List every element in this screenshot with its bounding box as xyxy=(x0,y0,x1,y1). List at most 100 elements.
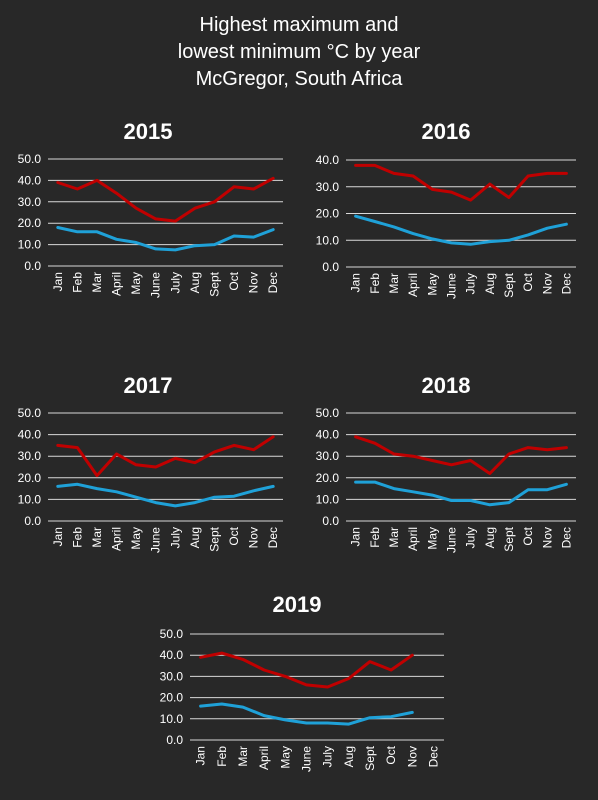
y-tick-label: 20.0 xyxy=(18,216,42,230)
x-tick-label: Jan xyxy=(194,746,208,765)
x-tick-label: Jan xyxy=(51,272,65,291)
x-tick-label: Oct xyxy=(384,745,398,764)
y-tick-label: 20.0 xyxy=(316,207,340,221)
series-line-max xyxy=(56,435,275,478)
chart-title: 2016 xyxy=(422,119,471,144)
y-tick-label: 30.0 xyxy=(160,669,184,683)
series-line-min xyxy=(56,482,275,508)
x-tick-label: April xyxy=(110,527,124,551)
x-tick-label: June xyxy=(444,273,458,299)
chart-2015: 2015 0.0 10.0 20.0 30.0 40.0 50.0 Jan Feb Mar Apri… xyxy=(18,119,283,298)
x-tick-label: July xyxy=(321,746,335,767)
y-tick-label: 10.0 xyxy=(18,492,42,506)
x-tick-label: Oct xyxy=(227,271,241,290)
y-tick-label: 30.0 xyxy=(316,449,340,463)
x-tick-label: April xyxy=(406,527,420,551)
x-tick-label: April xyxy=(110,272,124,296)
x-tick-label: Nov xyxy=(247,272,261,293)
x-tick-label: April xyxy=(257,746,271,770)
x-tick-label: May xyxy=(129,272,143,295)
y-tick-label: 40.0 xyxy=(316,153,340,167)
x-tick-label: Dec xyxy=(559,527,573,548)
y-tick-label: 10.0 xyxy=(316,492,340,506)
x-tick-label: July xyxy=(464,527,478,548)
series-line-max xyxy=(354,435,568,475)
page-title-line-3: McGregor, South Africa xyxy=(195,68,403,90)
x-tick-label: May xyxy=(278,746,292,769)
chart-title: 2018 xyxy=(422,373,471,398)
y-tick-label: 0.0 xyxy=(322,514,339,528)
y-tick-label: 50.0 xyxy=(18,406,42,420)
x-tick-label: Dec xyxy=(426,746,440,767)
x-tick-label: Mar xyxy=(90,527,104,548)
x-tick-label: Sept xyxy=(363,745,377,770)
x-tick-label: Nov xyxy=(247,527,261,548)
y-tick-label: 30.0 xyxy=(316,180,340,194)
page-title-line-1: Highest maximum and xyxy=(199,14,399,36)
x-tick-label: Nov xyxy=(405,746,419,767)
chart-2016: 2016 0.0 10.0 20.0 30.0 40.0 Jan Feb Mar April May… xyxy=(316,119,576,299)
y-tick-label: 50.0 xyxy=(18,152,42,166)
x-tick-label: July xyxy=(464,273,478,294)
x-tick-label: June xyxy=(149,527,163,553)
x-tick-label: Aug xyxy=(483,527,497,548)
y-tick-label: 40.0 xyxy=(18,173,42,187)
chart-2019: 2019 0.0 10.0 20.0 30.0 40.0 50.0 Jan Feb Mar Apri… xyxy=(160,592,444,772)
series-line-max xyxy=(56,176,275,223)
x-tick-label: May xyxy=(129,527,143,550)
x-tick-label: Dec xyxy=(266,527,280,548)
y-tick-label: 40.0 xyxy=(18,428,42,442)
x-tick-label: Mar xyxy=(90,272,104,293)
x-tick-label: Aug xyxy=(342,746,356,767)
series-line-max xyxy=(199,651,414,689)
series-line-min xyxy=(354,214,568,246)
x-tick-label: Jan xyxy=(349,273,363,292)
chart-title: 2015 xyxy=(124,119,173,144)
x-tick-label: July xyxy=(168,272,182,293)
y-tick-label: 10.0 xyxy=(160,712,184,726)
x-tick-label: Oct xyxy=(521,526,535,545)
x-tick-label: Mar xyxy=(387,527,401,548)
series-line-min xyxy=(199,702,414,726)
y-tick-label: 0.0 xyxy=(24,514,41,528)
x-tick-label: Dec xyxy=(266,272,280,293)
page-title-line-2: lowest minimum °C by year xyxy=(177,41,421,63)
y-tick-label: 50.0 xyxy=(316,406,340,420)
x-tick-label: July xyxy=(168,527,182,548)
x-tick-label: Aug xyxy=(483,273,497,294)
x-tick-label: June xyxy=(149,272,163,298)
series-line-min xyxy=(354,480,568,507)
chart-title: 2017 xyxy=(124,373,173,398)
x-tick-label: April xyxy=(406,273,420,297)
x-tick-label: Feb xyxy=(70,527,84,548)
y-tick-label: 50.0 xyxy=(160,627,184,641)
y-tick-label: 0.0 xyxy=(24,259,41,273)
x-tick-label: Feb xyxy=(368,527,382,548)
y-tick-label: 10.0 xyxy=(18,238,42,252)
chart-title: 2019 xyxy=(273,592,322,617)
x-tick-label: June xyxy=(299,746,313,772)
y-tick-label: 20.0 xyxy=(316,471,340,485)
x-tick-label: Feb xyxy=(215,746,229,767)
x-tick-label: Mar xyxy=(387,273,401,294)
x-tick-label: Oct xyxy=(227,526,241,545)
x-tick-label: Mar xyxy=(236,746,250,767)
y-tick-label: 20.0 xyxy=(18,471,42,485)
y-tick-label: 30.0 xyxy=(18,449,42,463)
x-tick-label: Feb xyxy=(70,272,84,293)
y-tick-label: 40.0 xyxy=(160,648,184,662)
x-tick-label: May xyxy=(425,527,439,550)
y-tick-label: 0.0 xyxy=(166,733,183,747)
x-tick-label: Sept xyxy=(502,272,516,297)
y-tick-label: 10.0 xyxy=(316,233,340,247)
y-tick-label: 30.0 xyxy=(18,195,42,209)
x-tick-label: Sept xyxy=(502,526,516,551)
page-title: Highest maximum and lowest minimum °C by… xyxy=(0,12,598,93)
chart-2017: 2017 0.0 10.0 20.0 30.0 40.0 50.0 Jan Feb Mar Apri… xyxy=(18,373,283,553)
x-tick-label: Jan xyxy=(349,527,363,546)
x-tick-label: Nov xyxy=(540,273,554,294)
y-tick-label: 40.0 xyxy=(316,428,340,442)
x-tick-label: June xyxy=(444,527,458,553)
series-line-max xyxy=(354,163,568,202)
x-tick-label: Nov xyxy=(540,527,554,548)
